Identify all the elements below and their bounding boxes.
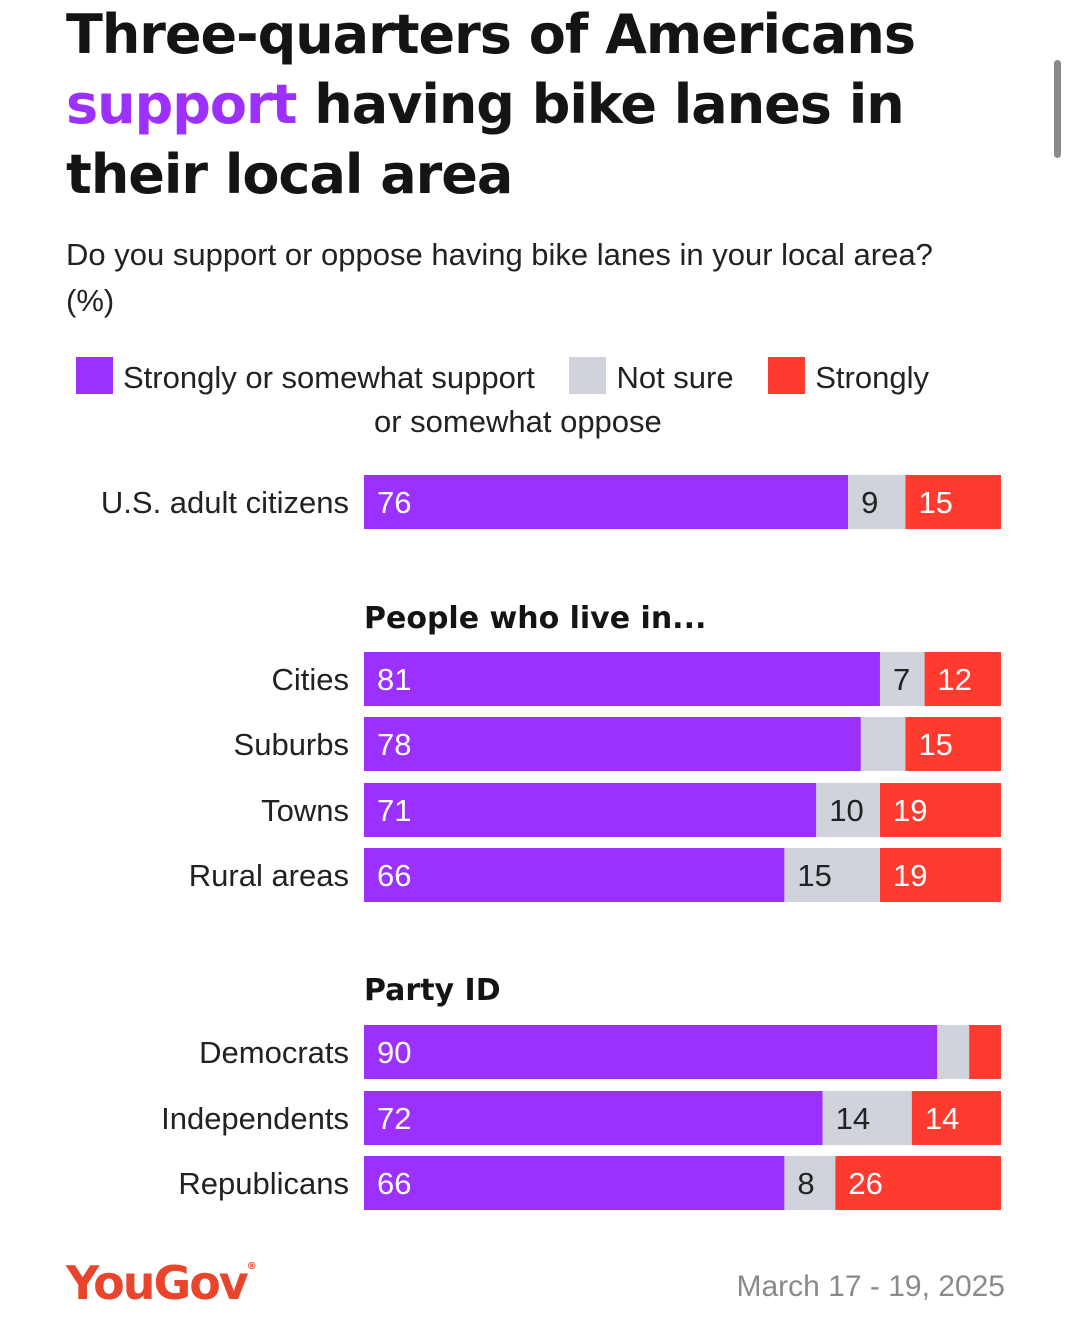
legend-item-oppose: Strongly [768,357,929,395]
data-label-not-sure: 8 [797,1166,814,1201]
group-heading: People who live in... [364,601,706,636]
legend-swatch-not-sure [569,357,607,394]
registered-mark-icon: ® [246,1261,257,1272]
bar-segment-not-sure [822,1091,912,1145]
legend-label-oppose-line2: or somewhat oppose [374,404,662,439]
title-line-2: having bike lanes in [314,73,904,136]
category-label: Suburbs [234,727,349,762]
scrollbar-thumb[interactable] [1054,60,1061,158]
bar-segment-not-sure [784,848,880,902]
bar-segment-oppose [879,783,1001,837]
bar-segment-support [364,783,817,837]
title-line-1: Three-quarters of Americans [66,3,916,66]
category-label: U.S. adult citizens [101,485,349,520]
survey-date: March 17 - 19, 2025 [736,1270,1006,1303]
bar-segment-not-sure [937,1025,970,1079]
data-label-support: 78 [377,727,411,762]
data-label-support: 76 [377,485,411,520]
data-label-oppose: 14 [925,1101,959,1136]
data-label-oppose: 19 [893,858,927,893]
bar-segment-not-sure [860,717,906,771]
category-label: Cities [271,662,349,697]
category-label: Independents [161,1101,349,1136]
bar-segment-oppose [835,1156,1001,1210]
data-label-not-sure: 10 [829,793,863,828]
category-label: Democrats [199,1035,349,1070]
data-label-oppose: 19 [893,793,927,828]
legend-swatch-oppose [768,357,806,394]
bar-segment-not-sure [848,475,906,529]
chart-title: Three-quarters of Americans support havi… [66,0,1026,210]
data-label-oppose: 15 [918,727,952,762]
bar-segment-oppose [905,475,1001,529]
legend-item-support: Strongly or somewhat support [76,357,543,395]
bar-segment-support [364,1156,785,1210]
bar-segment-support [364,652,880,706]
bar-segment-not-sure [784,1156,836,1210]
data-label-support: 72 [377,1101,411,1136]
data-label-support: 81 [377,662,411,697]
group-heading: Party ID [364,973,501,1008]
data-label-support: 71 [377,793,411,828]
bar-segment-oppose [924,652,1001,706]
bar-segment-not-sure [879,652,925,706]
title-accent-word: support [66,73,297,136]
title-line-3: their local area [66,143,513,206]
bar-segment-oppose [905,717,1001,771]
data-label-oppose: 15 [918,485,952,520]
bar-segment-support [364,848,785,902]
brand-logo: YouGov® [66,1256,257,1310]
data-label-not-sure: 14 [836,1101,870,1136]
bar-segment-oppose [879,848,1001,902]
bar-segment-support [364,475,849,529]
category-label: Republicans [178,1166,349,1201]
legend-label-not-sure: Not sure [616,360,734,395]
bar-segment-support [364,717,861,771]
bar-segment-support [364,1091,823,1145]
legend-label-oppose-line1: Strongly [815,360,929,395]
data-label-not-sure: 9 [861,485,878,520]
bar-segment-oppose [911,1091,1001,1145]
data-label-support: 66 [377,858,411,893]
data-label-support: 66 [377,1166,411,1201]
legend-label-support: Strongly or somewhat support [123,360,535,395]
bar-segment-oppose [969,1025,1001,1079]
data-label-oppose: 26 [848,1166,882,1201]
legend: Strongly or somewhat support Not sure St… [76,356,1026,439]
brand-name: YouGov [66,1256,249,1310]
data-label-not-sure: 7 [893,662,910,697]
bar-segment-support [364,1025,938,1079]
legend-swatch-support [76,357,113,394]
data-label-oppose: 12 [938,662,972,697]
category-label: Towns [261,793,349,828]
stacked-bar-chart: U.S. adult citizens 76 9 15 People who live … [101,475,1001,1210]
category-label: Rural areas [189,858,349,893]
chart-subtitle: Do you support or oppose having bike lan… [66,237,933,318]
data-label-support: 90 [377,1035,411,1070]
data-label-not-sure: 15 [797,858,831,893]
legend-item-not-sure: Not sure [569,357,742,395]
bar-segment-not-sure [816,783,880,837]
